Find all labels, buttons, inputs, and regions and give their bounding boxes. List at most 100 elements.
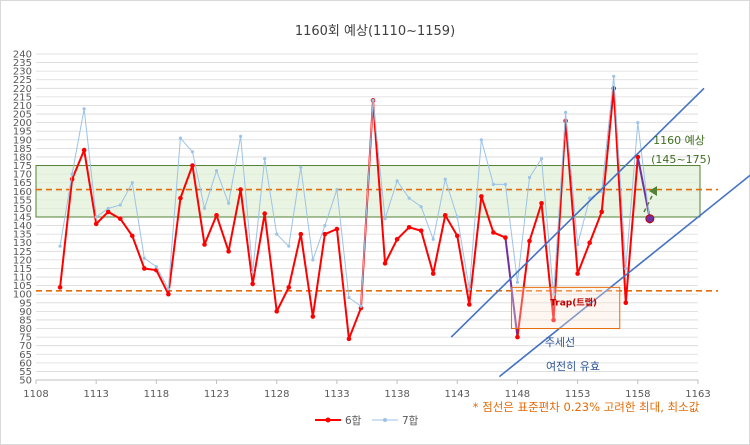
series-1-point [166, 291, 171, 297]
series-1-point [202, 242, 207, 247]
series-2-segment [372, 100, 386, 219]
y-tick-label: 170 [13, 170, 32, 181]
series-2-segment [420, 206, 434, 240]
series-1-point [442, 212, 448, 218]
series-1-segment [588, 211, 603, 244]
series-2-segment [324, 189, 338, 226]
series-2-segment [553, 112, 567, 295]
series-1-segment [251, 213, 266, 285]
series-2-point [323, 223, 327, 228]
trend-line [450, 87, 705, 338]
x-tick-label: 1128 [264, 389, 289, 400]
series-2-point [347, 296, 351, 300]
series-1-segment [107, 210, 121, 220]
series-1-segment [203, 214, 218, 245]
x-tick-label: 1153 [565, 389, 590, 400]
footnote: * 점선은 표준편차 0.23% 고려한 최대, 최소값 [473, 400, 700, 414]
series-2-segment [444, 179, 458, 218]
x-tick-label: 1113 [83, 389, 108, 400]
series-1-segment [624, 156, 639, 303]
series-1-segment [95, 211, 109, 225]
legend-marker-6hap [325, 417, 331, 423]
series-1-point [406, 224, 412, 230]
legend-marker-7hap [383, 418, 387, 422]
forecast-range: (145~175) [651, 153, 711, 166]
series-2-point [190, 150, 195, 154]
series-2-point [118, 203, 122, 207]
series-2-point [431, 237, 435, 241]
series-1-segment [239, 189, 254, 285]
series-1-segment [167, 198, 182, 295]
series-1-point [93, 221, 99, 227]
y-tick-label: 180 [13, 152, 32, 163]
series-1-point [238, 187, 243, 192]
series-1-segment [179, 165, 194, 199]
y-tick-label: 75 [19, 333, 32, 344]
x-tick-label: 1118 [144, 389, 169, 400]
y-tick-label: 120 [13, 255, 32, 266]
series-2-segment [516, 177, 530, 283]
series-2-point [226, 201, 231, 205]
series-2-point [479, 138, 483, 142]
series-2-segment [204, 170, 218, 209]
y-tick-label: 200 [13, 118, 32, 129]
forecast-marker [645, 214, 655, 224]
series-1-point [418, 228, 424, 234]
y-tick-label: 85 [19, 315, 32, 326]
series-1-segment [275, 286, 290, 312]
series-2-segment [216, 170, 230, 204]
y-tick-label: 155 [13, 195, 32, 206]
series-2-point [106, 206, 110, 211]
series-2-segment [613, 76, 627, 269]
series-2-point [82, 107, 86, 111]
series-1-point [334, 226, 340, 232]
series-2-segment [95, 208, 109, 218]
series-1-point [635, 154, 641, 160]
y-tick-label: 145 [13, 213, 32, 224]
series-2-segment [144, 257, 157, 268]
y-tick-label: 240 [13, 50, 32, 61]
series-2-segment [625, 122, 639, 269]
series-2-point [491, 182, 495, 186]
legend: 6합 7합 [315, 415, 419, 427]
series-1-segment [576, 242, 591, 274]
series-2-segment [336, 189, 350, 298]
y-tick-label: 95 [19, 298, 32, 309]
x-tick-label: 1123 [204, 389, 229, 400]
y-tick-label: 165 [13, 178, 32, 189]
series-1-point [491, 230, 496, 235]
y-tick-label: 65 [19, 350, 32, 361]
series-1-segment [263, 213, 278, 312]
series-1-point [515, 334, 520, 340]
series-1-segment [372, 100, 387, 264]
series-2-point [275, 232, 279, 236]
series-1-segment [335, 228, 350, 339]
series-1-point [346, 336, 352, 342]
y-tick-label: 220 [13, 84, 32, 95]
series-2-point [58, 244, 62, 248]
x-tick-label: 1148 [505, 389, 530, 400]
series-1-point [382, 261, 388, 266]
series-2-segment [180, 137, 193, 153]
series-2-segment [408, 197, 422, 208]
series-layer [57, 74, 655, 342]
series-1-segment [564, 120, 579, 274]
trend-valid-label: 여전히 유효 [546, 359, 600, 373]
series-2-point [142, 256, 146, 260]
series-1-point [623, 300, 629, 306]
forecast-arrow-head [649, 186, 657, 196]
series-1-point [527, 238, 532, 244]
y-tick-label: 110 [13, 273, 32, 284]
x-tick-label: 1163 [685, 389, 710, 400]
series-2-point [263, 157, 267, 161]
y-tick-label: 185 [13, 144, 32, 155]
series-1-point [81, 147, 87, 153]
series-1-segment [311, 234, 326, 317]
series-1-point [286, 285, 292, 290]
series-2-segment [396, 180, 410, 199]
y-tick-label: 80 [19, 324, 32, 335]
series-2-point [94, 215, 98, 219]
y-tick-label: 130 [13, 238, 32, 249]
series-1-point [298, 231, 304, 237]
